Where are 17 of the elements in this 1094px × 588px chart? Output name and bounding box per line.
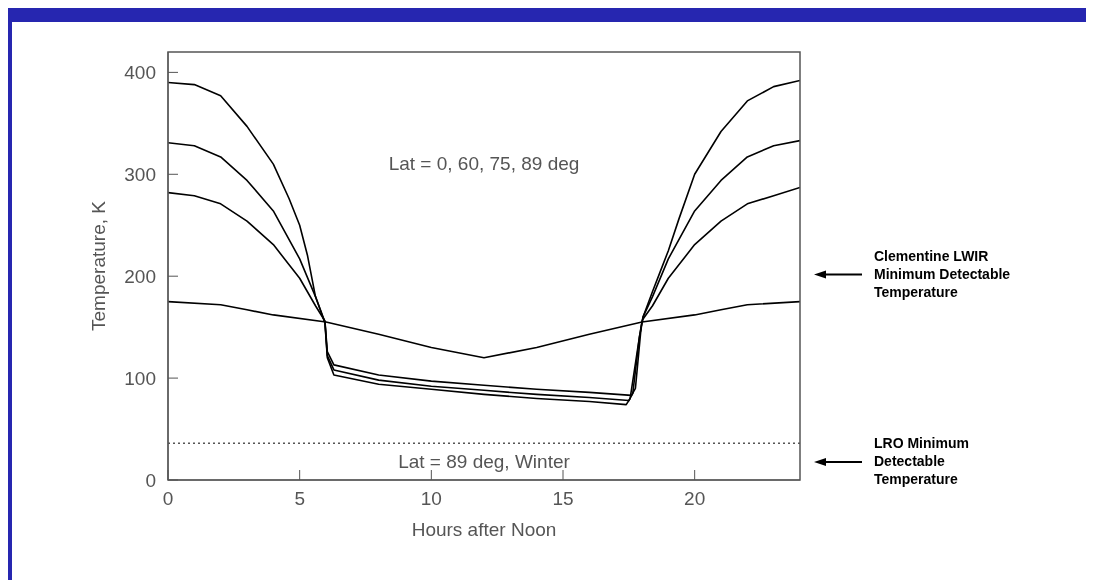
x-tick-label: 5 [294, 488, 305, 510]
x-tick-label: 10 [420, 488, 442, 510]
y-tick-label: 400 [124, 62, 156, 84]
x-tick-label: 20 [684, 488, 706, 510]
y-tick-label: 300 [124, 164, 156, 186]
text: Clementine LWIR Minimum Detectable Temperature [874, 247, 1011, 300]
line-series [168, 79, 800, 406]
x-tick-label: 0 [162, 488, 174, 510]
x-axis-title: Hours after Noon [411, 519, 557, 540]
y-tick-label: 0 [145, 469, 156, 491]
y-tick-label: 100 [124, 367, 156, 389]
x-tick-label: 15 [552, 488, 574, 510]
annotation: Lat = 0, 60, 75, 89 deg [388, 153, 580, 174]
y-tick-label: 200 [124, 265, 156, 287]
y-axis-title: Temperature, K [87, 200, 109, 331]
annotation: Lat = 89 deg, Winter [398, 451, 571, 472]
text: LRO Minimum Detectable Temperature [874, 435, 969, 487]
